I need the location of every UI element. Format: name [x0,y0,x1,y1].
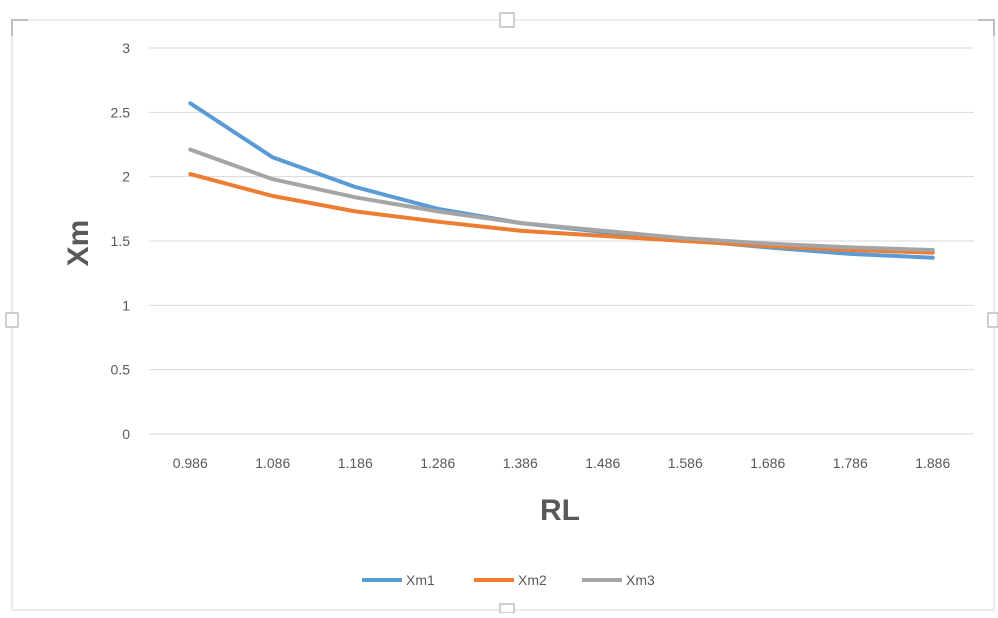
x-tick-label: 1.186 [338,455,373,471]
x-tick-label: 1.886 [915,455,950,471]
legend-label-xm2: Xm2 [518,572,547,588]
y-axis-title: Xm [62,220,95,267]
legend-label-xm3: Xm3 [626,572,655,588]
series-line-xm3[interactable] [188,147,935,252]
resize-handle-top[interactable] [499,12,515,28]
series-line-xm2[interactable] [188,172,935,255]
series-lines [188,101,935,260]
y-tick-label: 0.5 [111,362,131,378]
resize-handle-right[interactable] [987,312,998,328]
x-axis-title: RL [540,494,580,527]
x-tick-label: 1.586 [668,455,703,471]
x-tick-label: 1.086 [255,455,290,471]
x-tick-labels: 0.986 1.086 1.186 1.286 1.386 1.486 1.586 1.686… [173,455,951,471]
resize-handle-top-left[interactable] [11,19,28,36]
x-tick-label: 1.686 [750,455,785,471]
y-tick-label: 2.5 [111,104,131,120]
resize-handle-top-right[interactable] [978,19,995,36]
x-tick-label: 0.986 [173,455,208,471]
y-tick-label: 3 [122,40,130,56]
x-tick-label: 1.386 [503,455,538,471]
y-tick-label: 1 [122,297,130,313]
y-tick-label: 0 [122,426,130,442]
resize-handle-bottom[interactable] [499,603,515,614]
y-tick-labels: 0 0.5 1 1.5 2 2.5 3 [111,40,131,442]
x-tick-label: 1.486 [585,455,620,471]
y-tick-label: 1.5 [111,233,131,249]
x-tick-label: 1.286 [420,455,455,471]
gridlines [149,47,974,435]
legend: Xm1 Xm2 Xm3 [362,572,655,588]
selection-frame [5,12,998,614]
legend-label-xm1: Xm1 [406,572,435,588]
y-tick-label: 2 [122,169,130,185]
resize-handle-left[interactable] [5,312,19,328]
x-tick-label: 1.786 [833,455,868,471]
